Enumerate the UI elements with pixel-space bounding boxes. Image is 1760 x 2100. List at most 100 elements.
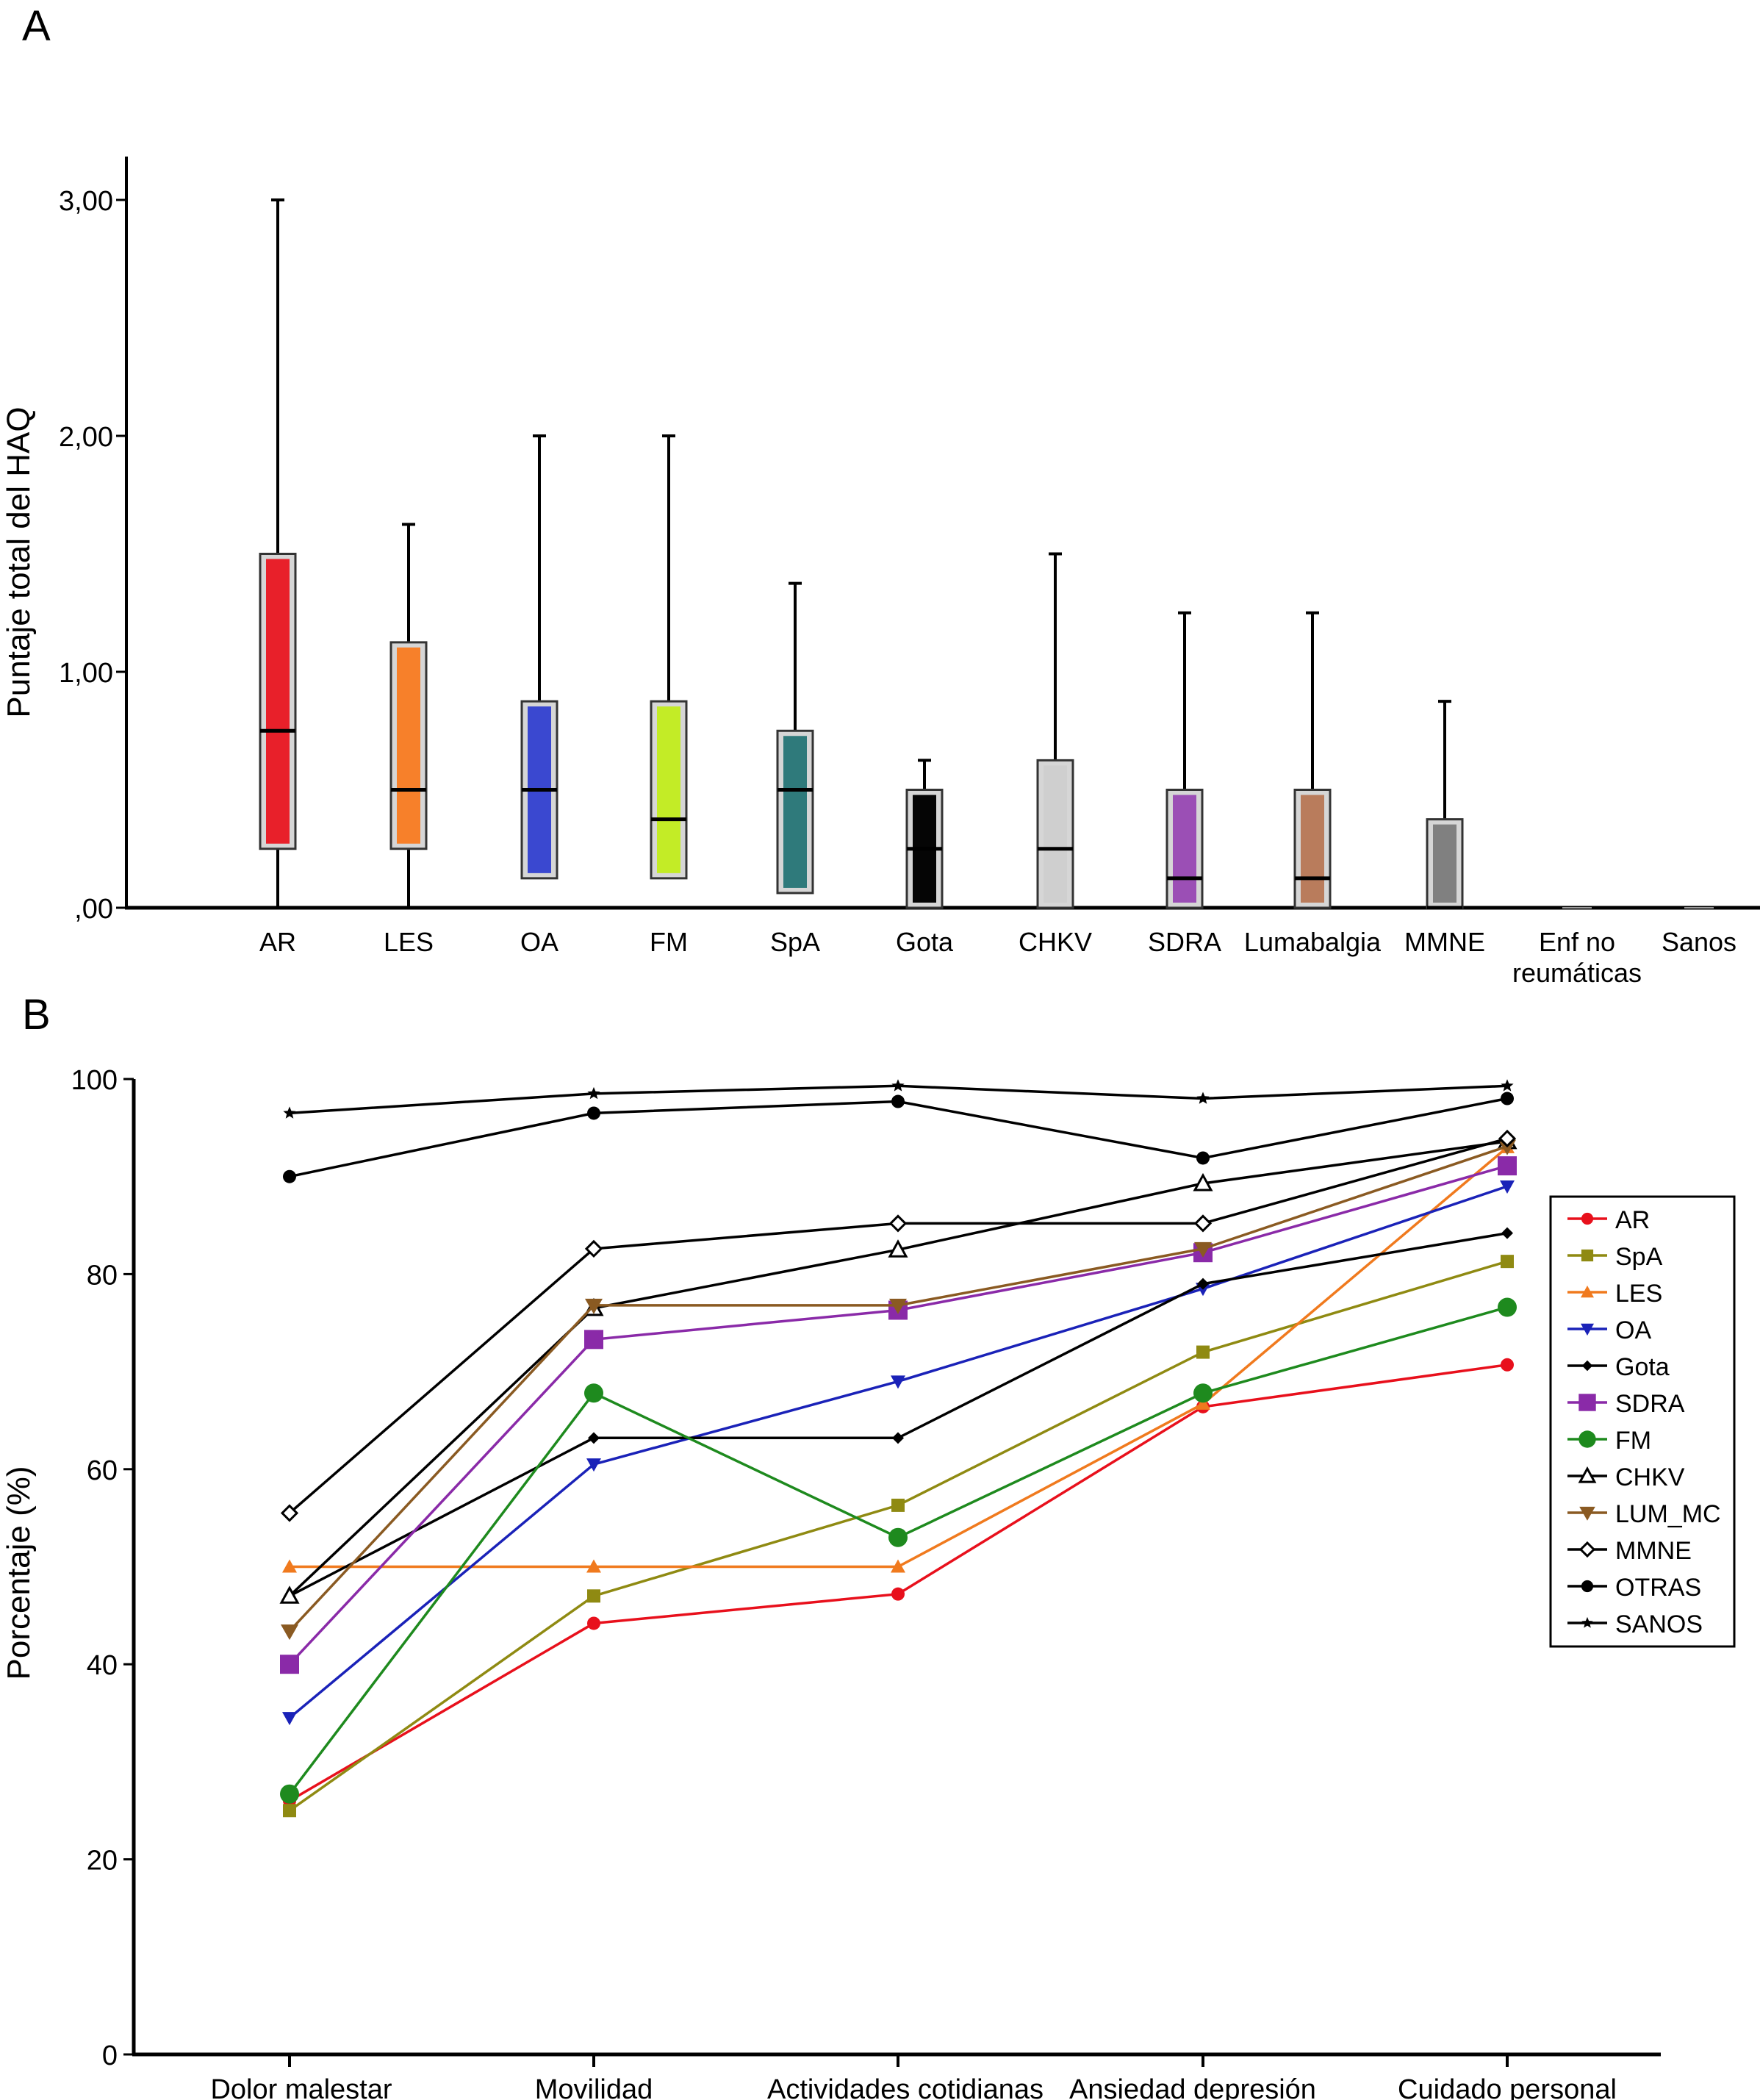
x-tick-label-actividades-cotidianas: Actividades cotidianas	[767, 2074, 1044, 2100]
x-tick-label-dolor-malestar: Dolor malestar	[210, 2074, 392, 2100]
box-ar	[259, 198, 297, 908]
series-sanos	[283, 1079, 1514, 1119]
marker	[1581, 1323, 1594, 1336]
legend-item-otras: OTRAS	[1567, 1574, 1701, 1602]
box-spa	[776, 581, 814, 895]
legend-item-oa: OA	[1567, 1316, 1651, 1344]
box-gota	[905, 759, 944, 909]
marker	[1581, 1580, 1594, 1593]
marker	[1196, 1092, 1210, 1104]
marker	[1196, 1345, 1210, 1359]
marker	[1581, 1360, 1593, 1372]
y-tick-label: 3,00	[59, 186, 113, 217]
legend-item-ar: AR	[1567, 1206, 1650, 1234]
x-tick-label-ar: AR	[259, 927, 296, 957]
marker	[891, 1079, 905, 1092]
marker	[279, 1585, 300, 1604]
x-tick-label-chkv: CHKV	[1019, 927, 1092, 957]
legend-item-spa: SpA	[1567, 1243, 1663, 1271]
marker	[1581, 1249, 1594, 1262]
legend-label: FM	[1615, 1427, 1651, 1455]
legend-item-fm: FM	[1567, 1427, 1651, 1455]
legend-item-mmne: MMNE	[1567, 1537, 1692, 1565]
marker	[1193, 1214, 1213, 1233]
marker	[281, 1624, 298, 1641]
x-tick-label-fm: FM	[650, 927, 688, 957]
box-les	[389, 523, 428, 908]
marker	[888, 1527, 908, 1547]
marker	[586, 1458, 601, 1472]
marker	[888, 1239, 908, 1258]
marker	[1581, 1212, 1594, 1225]
marker	[586, 1559, 601, 1573]
box-fill	[1433, 824, 1457, 903]
y-tick-label: 40	[87, 1650, 118, 1681]
marker	[280, 1504, 299, 1522]
box-plot-x-tick-labels: AR LES OA FM SpA Gota CHKV SDRA Lumabalgia MMNE En…	[259, 927, 1736, 988]
legend-label: SpA	[1615, 1243, 1663, 1271]
box-fill	[266, 559, 290, 844]
series-line	[288, 1137, 1508, 1514]
series-line	[289, 1097, 1508, 1178]
marker	[1501, 1227, 1513, 1239]
marker	[1501, 1092, 1514, 1105]
marker	[282, 1559, 297, 1573]
line-chart-y-axis-label: Porcentaje (%)	[1, 1466, 37, 1680]
legend-label: OA	[1615, 1316, 1651, 1344]
panel-b-label: B	[22, 991, 51, 1039]
marker	[584, 1383, 603, 1403]
series-fm	[280, 1297, 1517, 1804]
line-chart-legend: AR SpA LES OA Gota SDRA FM CHKV LUM_MC MMNE OTRAS S…	[1549, 1195, 1736, 1648]
legend-item-lum-mc: LUM_MC	[1567, 1500, 1721, 1528]
legend-label: AR	[1615, 1206, 1650, 1234]
marker	[584, 1239, 603, 1258]
panel-a-label: A	[22, 2, 51, 50]
legend-item-gota: Gota	[1567, 1353, 1670, 1381]
y-tick-label: 0	[102, 2040, 118, 2071]
marker	[1501, 1079, 1514, 1092]
x-tick-label-cuidado-personal: Cuidado personal	[1398, 2074, 1617, 2100]
marker	[889, 1298, 907, 1314]
marker	[888, 1214, 908, 1233]
marker	[1578, 1466, 1597, 1483]
x-tick-label-enf-no-reum-ticas: reumáticas	[1512, 958, 1642, 988]
marker	[1193, 1172, 1213, 1191]
legend-label: LUM_MC	[1615, 1500, 1721, 1528]
line-chart-percentage: Porcentaje (%) 0 20 40 60 80 100 Dolor malest…	[1, 1065, 1736, 2100]
y-tick-label: 100	[71, 1065, 118, 1096]
x-tick-label-sanos: Sanos	[1662, 927, 1736, 957]
marker	[891, 1559, 905, 1573]
marker	[587, 1106, 600, 1120]
box-oa	[520, 434, 558, 880]
series-line	[288, 1140, 1508, 1597]
x-tick-label-enf-no-reum-ticas: Enf no	[1539, 927, 1615, 957]
marker	[1501, 1358, 1514, 1372]
marker	[1193, 1383, 1213, 1403]
marker	[1578, 1394, 1596, 1411]
series-line	[289, 1363, 1508, 1802]
y-tick-label: ,00	[74, 894, 113, 925]
marker	[585, 1298, 603, 1314]
box-mmne	[1426, 700, 1464, 910]
x-tick-label-oa: OA	[520, 927, 558, 957]
marker	[1500, 1180, 1515, 1194]
marker	[892, 1432, 904, 1444]
legend-label: OTRAS	[1615, 1574, 1701, 1602]
marker	[1498, 1156, 1517, 1176]
legend-label: LES	[1615, 1280, 1662, 1308]
box-fill	[397, 647, 420, 844]
y-tick-label: 20	[87, 1846, 118, 1877]
box-fill	[1173, 795, 1196, 903]
x-tick-label-les: LES	[384, 927, 434, 957]
x-tick-label-ansiedad-depresi-n: Ansiedad depresión	[1069, 2074, 1316, 2100]
marker	[1579, 1506, 1595, 1521]
box-fill	[1301, 795, 1324, 903]
legend-label: SANOS	[1615, 1610, 1703, 1638]
marker	[280, 1784, 299, 1804]
marker	[891, 1375, 905, 1389]
box-plot-haq: Puntaje total del HAQ ,00 1,00 2,00 3,00 AR…	[1, 157, 1760, 988]
box-fill	[657, 706, 680, 873]
marker	[1501, 1255, 1514, 1269]
legend-label: MMNE	[1615, 1537, 1692, 1565]
y-tick-label: 60	[87, 1455, 118, 1486]
